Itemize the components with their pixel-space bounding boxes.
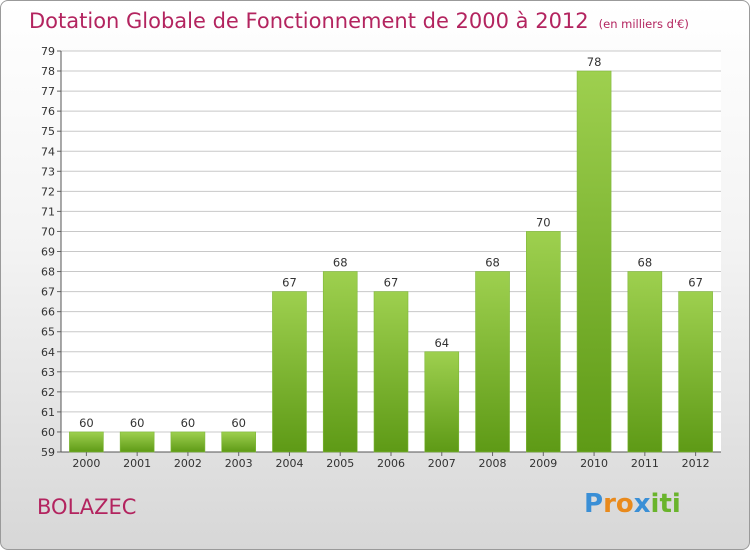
y-tick-label: 77 (41, 85, 55, 98)
x-tick-label: 2012 (682, 457, 710, 470)
bar (119, 431, 155, 453)
bar (576, 70, 612, 453)
bar (221, 431, 256, 453)
y-tick-label: 61 (41, 406, 55, 419)
bar (272, 291, 307, 453)
bar-value-label: 60 (130, 416, 145, 430)
bar (475, 271, 510, 453)
logo-letter: ti (659, 489, 681, 519)
y-tick-label: 71 (41, 205, 55, 218)
y-tick-label: 78 (41, 65, 55, 78)
bar (170, 431, 206, 453)
x-tick-label: 2002 (174, 457, 202, 470)
y-tick-label: 75 (41, 125, 55, 138)
bar-value-label: 70 (536, 215, 551, 229)
bar (526, 231, 561, 453)
y-tick-label: 70 (41, 225, 55, 238)
y-tick-label: 62 (41, 386, 55, 399)
logo-letter: i (650, 489, 660, 519)
bar-value-label: 67 (384, 276, 399, 290)
bar-value-label: 68 (333, 256, 348, 270)
logo-letter: x (633, 489, 651, 519)
bar-value-label: 78 (587, 55, 602, 69)
logo-letter: P (584, 489, 604, 519)
x-tick-label: 2000 (72, 457, 100, 470)
bar-value-label: 60 (181, 416, 196, 430)
y-tick-label: 64 (41, 346, 55, 359)
bar (373, 291, 409, 453)
x-tick-label: 2006 (377, 457, 405, 470)
x-tick-label: 2009 (529, 457, 557, 470)
y-tick-label: 74 (41, 145, 55, 158)
town-name: BOLAZEC (37, 495, 137, 519)
bar-value-label: 60 (231, 416, 246, 430)
y-tick-label: 60 (41, 426, 55, 439)
bar (424, 351, 460, 453)
y-tick-label: 68 (41, 266, 55, 279)
bar (322, 271, 358, 453)
bar-value-label: 60 (79, 416, 94, 430)
y-tick-label: 66 (41, 306, 55, 319)
y-tick-label: 79 (41, 45, 55, 58)
bar-value-label: 67 (688, 276, 703, 290)
y-tick-label: 59 (41, 446, 55, 459)
logo-letter: o (615, 489, 634, 519)
x-tick-label: 2001 (123, 457, 151, 470)
bar-value-label: 68 (638, 256, 653, 270)
y-tick-label: 67 (41, 286, 55, 299)
x-tick-label: 2004 (275, 457, 303, 470)
x-tick-label: 2008 (479, 457, 507, 470)
x-tick-label: 2003 (225, 457, 253, 470)
y-tick-label: 73 (41, 165, 55, 178)
bar (627, 271, 663, 453)
bar-value-label: 64 (434, 336, 449, 350)
chart-title: Dotation Globale de Fonctionnement de 20… (29, 9, 689, 33)
x-tick-label: 2010 (580, 457, 608, 470)
y-tick-label: 76 (41, 105, 55, 118)
y-tick-label: 72 (41, 185, 55, 198)
x-tick-label: 2011 (631, 457, 659, 470)
chart-subtitle: (en milliers d'€) (598, 17, 689, 31)
bar (678, 291, 713, 453)
chart-title-text: Dotation Globale de Fonctionnement de 20… (29, 9, 589, 33)
logo-letter: r (603, 489, 616, 519)
y-tick-label: 65 (41, 326, 55, 339)
y-tick-label: 69 (41, 246, 55, 259)
x-tick-label: 2007 (428, 457, 456, 470)
bar (69, 431, 104, 453)
bar-value-label: 67 (282, 276, 297, 290)
bar-value-label: 68 (485, 256, 500, 270)
x-tick-label: 2005 (326, 457, 354, 470)
y-tick-label: 63 (41, 366, 55, 379)
proxiti-logo: Proxiti (584, 489, 681, 519)
